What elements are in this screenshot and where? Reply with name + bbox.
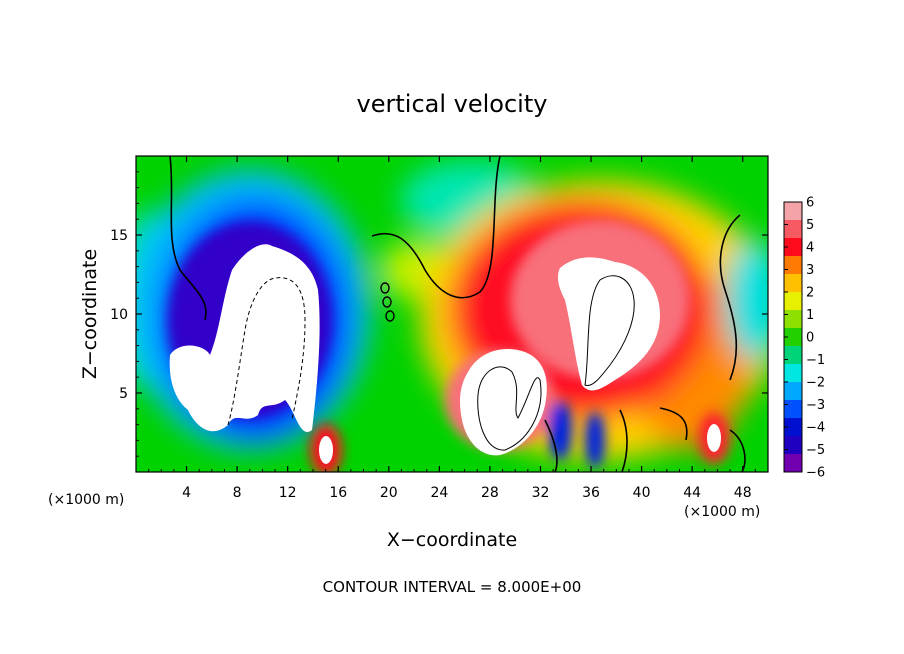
colorbar-tick-label: −1 xyxy=(806,353,825,368)
colorbar-tick-label: −5 xyxy=(806,443,825,458)
y-axis-label: Z−coordinate xyxy=(79,249,101,379)
x-tick-label: 48 xyxy=(734,485,752,501)
x-units-label-right: (×1000 m) xyxy=(684,504,760,520)
colorbar-swatch xyxy=(784,400,802,419)
colorbar-swatch xyxy=(784,418,802,437)
updraft-core-upper xyxy=(557,257,660,391)
field-blue-spot-a xyxy=(548,400,572,460)
x-tick-label: 16 xyxy=(329,485,347,501)
colorbar-swatch xyxy=(784,274,802,293)
colorbar: 6 5 4 3 2 1 0 −1 −2 −3 −4 −5 −6 xyxy=(783,196,825,481)
x-units-label-left: (×1000 m) xyxy=(48,492,124,508)
colorbar-tick-label: −6 xyxy=(806,466,825,481)
x-tick-label: 4 xyxy=(182,485,191,501)
contour-small-loops xyxy=(380,282,395,322)
colorbar-swatch xyxy=(784,454,802,473)
colorbar-swatch xyxy=(784,364,802,383)
y-axis-ticks: 5 10 15 xyxy=(110,171,768,457)
colorbar-swatch xyxy=(784,346,802,365)
contour-loop-a xyxy=(380,282,390,294)
colorbar-swatch xyxy=(784,202,802,221)
x-tick-label: 44 xyxy=(683,485,701,501)
x-axis-label: X−coordinate xyxy=(387,529,517,551)
colorbar-swatch xyxy=(784,436,802,455)
heatmap-field xyxy=(136,156,768,472)
colorbar-tick-label: −4 xyxy=(806,421,825,436)
colorbar-swatch xyxy=(784,382,802,401)
x-tick-label: 36 xyxy=(582,485,600,501)
x-tick-label: 28 xyxy=(481,485,499,501)
colorbar-swatch xyxy=(784,328,802,347)
colorbar-tick-label: 2 xyxy=(806,286,814,301)
colorbar-swatch xyxy=(784,238,802,257)
contour-zero-mid xyxy=(371,156,501,299)
x-axis-ticks: 4 8 12 16 20 24 28 32 36 40 44 48 xyxy=(148,156,756,501)
colorbar-tick-label: 1 xyxy=(806,308,814,323)
chart-title: vertical velocity xyxy=(357,90,548,118)
contour-loop-c xyxy=(385,310,395,322)
colorbar-tick-label: −3 xyxy=(806,398,825,413)
field-blue-spot-b xyxy=(585,412,605,468)
colorbar-swatch xyxy=(784,310,802,329)
x-tick-label: 24 xyxy=(430,485,448,501)
x-tick-label: 20 xyxy=(380,485,398,501)
colorbar-tick-label: −2 xyxy=(806,376,825,391)
contour-pos-solid-low xyxy=(477,366,542,451)
x-tick-label: 8 xyxy=(233,485,242,501)
contour-loop-b xyxy=(382,296,392,308)
updraft-core-spot xyxy=(319,436,333,464)
contour-zero-right xyxy=(719,214,741,381)
x-tick-label: 32 xyxy=(532,485,550,501)
x-tick-label: 12 xyxy=(279,485,297,501)
x-tick-label: 40 xyxy=(633,485,651,501)
colorbar-tick-label: 6 xyxy=(806,196,814,211)
colorbar-tick-label: 5 xyxy=(806,218,814,233)
y-tick-label: 10 xyxy=(110,307,128,323)
y-tick-label: 5 xyxy=(119,386,128,402)
contour-neg-dashed xyxy=(227,277,306,426)
contour-pos-solid xyxy=(584,275,635,387)
colorbar-swatch xyxy=(784,220,802,239)
colorbar-tick-label: 3 xyxy=(806,263,814,278)
field-cyan-right xyxy=(725,240,768,360)
downdraft-core xyxy=(169,244,320,433)
y-tick-label: 15 xyxy=(110,228,128,244)
contour-zero-bottom xyxy=(544,407,746,472)
colorbar-swatch xyxy=(784,256,802,275)
colorbar-swatch xyxy=(784,292,802,311)
colorbar-tick-label: 4 xyxy=(806,241,814,256)
colorbar-tick-label: 0 xyxy=(806,331,814,346)
contour-zero-left xyxy=(169,156,207,321)
contour-interval-note: CONTOUR INTERVAL = 8.000E+00 xyxy=(323,578,582,596)
updraft-core-spot-right xyxy=(707,424,721,452)
